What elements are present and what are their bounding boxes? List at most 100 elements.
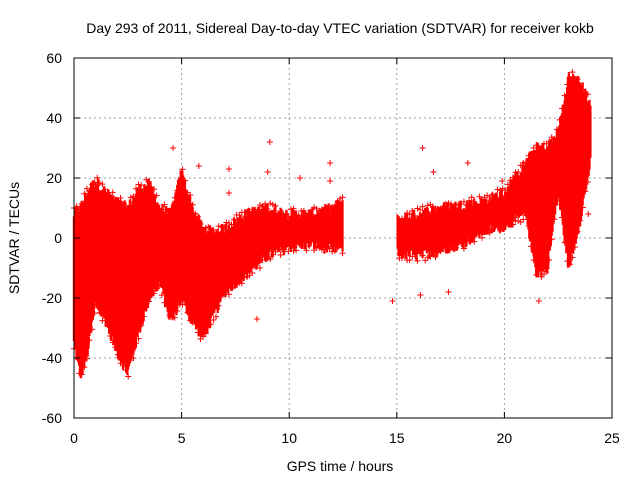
data-point [277, 251, 284, 258]
y-tick-label: -40 [42, 350, 62, 366]
data-point [564, 258, 571, 265]
data-point [140, 313, 147, 320]
data-point [499, 185, 506, 192]
data-band-strip [341, 200, 344, 252]
data-point [86, 187, 93, 194]
data-point [579, 86, 586, 93]
data-point [171, 314, 178, 321]
data-point [238, 209, 245, 216]
data-band-strip [589, 105, 592, 158]
data-point [207, 229, 214, 236]
data-point [298, 239, 305, 246]
y-tick-label: -60 [42, 410, 62, 426]
data-point [497, 227, 504, 234]
data-point [331, 204, 338, 211]
data-point [491, 192, 498, 199]
data-point [406, 257, 413, 264]
data-point [530, 145, 537, 152]
data-point [528, 154, 535, 161]
data-point [409, 207, 416, 214]
data-point [269, 201, 276, 208]
data-point [499, 224, 506, 231]
data-point [256, 265, 263, 272]
data-point [507, 217, 514, 224]
data-point [156, 283, 163, 290]
data-point [117, 194, 124, 201]
data-point [504, 220, 511, 227]
data-point [166, 212, 173, 219]
data-point [122, 367, 129, 374]
data-point [429, 203, 436, 210]
data-point [125, 373, 132, 380]
data-point [538, 273, 545, 280]
data-point [249, 270, 256, 277]
data-point [404, 209, 411, 216]
data-point [414, 205, 421, 212]
data-point [76, 370, 83, 377]
outlier-point [419, 145, 426, 151]
data-point [300, 207, 307, 214]
x-tick-label: 25 [604, 430, 620, 446]
data-point [577, 82, 584, 89]
data-point [321, 209, 328, 216]
data-point [466, 197, 473, 204]
data-point [104, 321, 111, 328]
data-point [318, 246, 325, 253]
data-point [417, 206, 424, 213]
data-point [566, 261, 573, 268]
data-point [114, 197, 121, 204]
data-point [120, 361, 127, 368]
data-point [520, 159, 527, 166]
data-point [339, 250, 346, 257]
outlier-point [225, 190, 232, 196]
data-point [282, 242, 289, 249]
x-tick-label: 5 [178, 430, 186, 446]
data-point [450, 204, 457, 211]
data-point [520, 216, 527, 223]
data-point [411, 212, 418, 219]
data-point [334, 199, 341, 206]
data-point [484, 192, 491, 199]
outlier-point [553, 169, 560, 175]
data-point [205, 223, 212, 230]
data-point [163, 206, 170, 213]
outlier-point [266, 139, 273, 145]
data-point [73, 354, 80, 361]
data-point [169, 207, 176, 214]
data-point [238, 280, 245, 287]
data-point [584, 91, 591, 98]
data-point [324, 246, 331, 253]
data-point [192, 210, 199, 217]
data-point [112, 196, 119, 203]
data-point [561, 239, 568, 246]
data-point [422, 257, 429, 264]
data-point [300, 242, 307, 249]
data-point [215, 223, 222, 230]
data-point [76, 206, 83, 213]
data-point [530, 257, 537, 264]
data-point [326, 245, 333, 252]
data-point [231, 216, 238, 223]
data-point [94, 301, 101, 308]
data-point [148, 187, 155, 194]
data-point [471, 238, 478, 245]
data-point [86, 337, 93, 344]
data-point [561, 92, 568, 99]
data-point [189, 319, 196, 326]
data-point [174, 307, 181, 314]
data-point [285, 248, 292, 255]
data-point [241, 213, 248, 220]
data-point [553, 126, 560, 133]
data-point [463, 202, 470, 209]
data-point [396, 216, 403, 223]
data-point [308, 238, 315, 245]
data-point [161, 201, 168, 208]
data-point [448, 200, 455, 207]
data-point [517, 219, 524, 226]
data-point [287, 243, 294, 250]
data-point [448, 244, 455, 251]
outlier-point [169, 145, 176, 151]
data-point [246, 209, 253, 216]
data-point [151, 290, 158, 297]
x-tick-label: 20 [497, 430, 513, 446]
